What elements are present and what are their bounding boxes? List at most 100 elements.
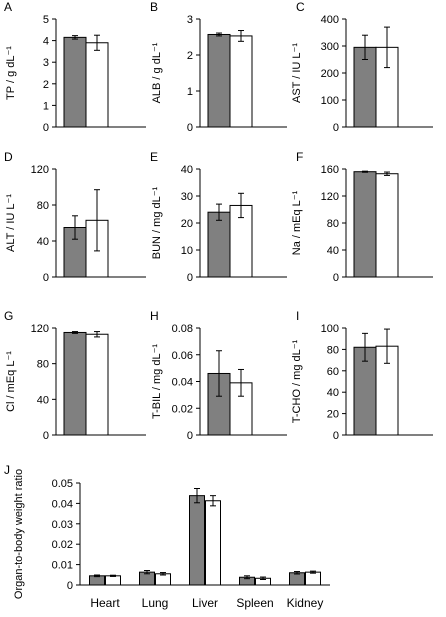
y-tick-label: 0.01 xyxy=(52,560,73,572)
y-tick-label: 100 xyxy=(321,95,339,107)
panel-i: I 0 20 40 60 80 100 T-CHO / mg dL⁻¹ xyxy=(291,309,433,442)
y-tick-label: 40 xyxy=(327,245,339,257)
y-tick-label: 3 xyxy=(187,14,193,26)
panel-letter: D xyxy=(4,150,13,164)
panel-letter: G xyxy=(4,309,13,323)
y-tick-label: 0 xyxy=(187,122,193,134)
y-axis-label: ALT / IU L⁻¹ xyxy=(5,194,17,252)
y-tick-label: 0.02 xyxy=(52,539,73,551)
x-tick-label: Spleen xyxy=(236,596,273,610)
y-tick-label: 0 xyxy=(187,430,193,442)
x-tick-label: Kidney xyxy=(287,596,324,610)
bar-series-b xyxy=(205,500,221,586)
y-axis-label: ALB / g dL⁻¹ xyxy=(151,42,163,103)
panel-c: C 0 100 200 300 400 AST / IU L⁻¹ xyxy=(291,0,433,134)
panel-d: D 0 40 80 120 ALT / IU L⁻¹ xyxy=(4,150,146,284)
y-tick-label: 80 xyxy=(37,359,49,371)
x-tick-label: Liver xyxy=(192,596,218,610)
bar-series-a xyxy=(289,572,305,586)
y-tick-label: 0.04 xyxy=(172,377,193,389)
bar-series-b xyxy=(85,42,109,128)
y-tick-label: 0.03 xyxy=(52,519,73,531)
y-tick-label: 0.06 xyxy=(172,350,193,362)
y-tick-label: 20 xyxy=(181,218,193,230)
bar-series-a xyxy=(353,171,377,278)
y-tick-label: 60 xyxy=(327,366,339,378)
bar-series-b xyxy=(105,575,121,586)
bar-series-a xyxy=(63,331,87,436)
y-tick-label: 3 xyxy=(43,57,49,69)
y-tick-label: 80 xyxy=(327,218,339,230)
panel-letter: A xyxy=(4,0,12,14)
panel-letter: J xyxy=(4,463,10,477)
y-tick-label: 120 xyxy=(31,164,49,176)
y-tick-label: 120 xyxy=(321,191,339,203)
bar-series-a xyxy=(207,33,231,128)
y-tick-label: 0 xyxy=(43,122,49,134)
y-tick-label: 2 xyxy=(187,50,193,62)
y-axis-label: BUN / mg dL⁻¹ xyxy=(151,186,163,259)
panel-g: G 0 40 80 120 Cl / mEq L⁻¹ xyxy=(4,309,146,442)
panel-letter: H xyxy=(150,309,159,323)
panel-h: H 0 0.02 0.04 0.06 0.08 T-BIL / mg dL⁻¹ xyxy=(150,309,287,442)
panel-letter: C xyxy=(296,0,305,14)
bar-series-a xyxy=(89,575,105,586)
x-tick-label: Lung xyxy=(142,596,169,610)
y-tick-label: 80 xyxy=(37,200,49,212)
y-axis-label: T-BIL / mg dL⁻¹ xyxy=(151,344,163,419)
y-axis-label: AST / IU L⁻¹ xyxy=(291,43,303,103)
y-tick-label: 40 xyxy=(181,164,193,176)
y-tick-label: 0 xyxy=(43,430,49,442)
y-tick-label: 5 xyxy=(43,14,49,26)
y-axis-label: Cl / mEq L⁻¹ xyxy=(5,351,17,412)
y-tick-label: 120 xyxy=(31,323,49,335)
y-tick-label: 0.02 xyxy=(172,403,193,415)
y-tick-label: 10 xyxy=(181,245,193,257)
y-axis-label: TP / g dL⁻¹ xyxy=(5,46,17,100)
y-tick-label: 0 xyxy=(67,580,73,592)
y-tick-label: 0 xyxy=(333,122,339,134)
y-tick-label: 0 xyxy=(187,272,193,284)
y-tick-label: 0 xyxy=(43,272,49,284)
bar-series-b xyxy=(375,173,399,278)
panel-e: E 0 10 20 30 40 BUN / mg dL⁻¹ xyxy=(150,150,287,284)
y-tick-label: 40 xyxy=(327,387,339,399)
y-axis-label: Organ-to-body weight ratio xyxy=(13,469,25,599)
y-tick-label: 20 xyxy=(327,409,339,421)
y-tick-label: 200 xyxy=(321,68,339,80)
panel-j: J 0 0.01 0.02 0.03 0.04 0.05 Organ-to-body weig… xyxy=(4,463,330,610)
y-tick-label: 1 xyxy=(43,100,49,112)
y-tick-label: 100 xyxy=(321,323,339,335)
bar-series-a xyxy=(63,36,87,128)
y-tick-label: 30 xyxy=(181,191,193,203)
y-axis-label: T-CHO / mg dL⁻¹ xyxy=(291,339,303,423)
bar-series-b xyxy=(229,35,253,128)
y-tick-label: 0 xyxy=(333,272,339,284)
bar-series-a xyxy=(207,211,231,278)
y-tick-label: 300 xyxy=(321,41,339,53)
y-tick-label: 40 xyxy=(37,236,49,248)
y-tick-label: 2 xyxy=(43,79,49,91)
y-tick-label: 160 xyxy=(321,164,339,176)
y-tick-label: 4 xyxy=(43,36,49,48)
y-tick-label: 0.04 xyxy=(52,498,73,510)
y-tick-label: 40 xyxy=(37,394,49,406)
bar-series-b xyxy=(305,571,321,586)
panel-letter: E xyxy=(150,150,158,164)
panel-f: F 0 40 80 120 160 Na / mEq L⁻¹ xyxy=(291,150,433,284)
panel-letter: B xyxy=(150,0,158,14)
panel-letter: F xyxy=(296,150,303,164)
bar-series-b xyxy=(85,333,109,436)
y-tick-label: 0.05 xyxy=(52,478,73,490)
y-tick-label: 0 xyxy=(333,430,339,442)
bar-series-a xyxy=(189,495,205,586)
y-tick-label: 400 xyxy=(321,14,339,26)
y-tick-label: 1 xyxy=(187,86,193,98)
panel-b: B 0 1 2 3 ALB / g dL⁻¹ xyxy=(150,0,287,134)
y-axis-label: Na / mEq L⁻¹ xyxy=(291,190,303,255)
y-tick-label: 0.08 xyxy=(172,323,193,335)
y-tick-label: 80 xyxy=(327,344,339,356)
x-tick-label: Heart xyxy=(90,596,120,610)
panel-letter: I xyxy=(296,309,299,323)
